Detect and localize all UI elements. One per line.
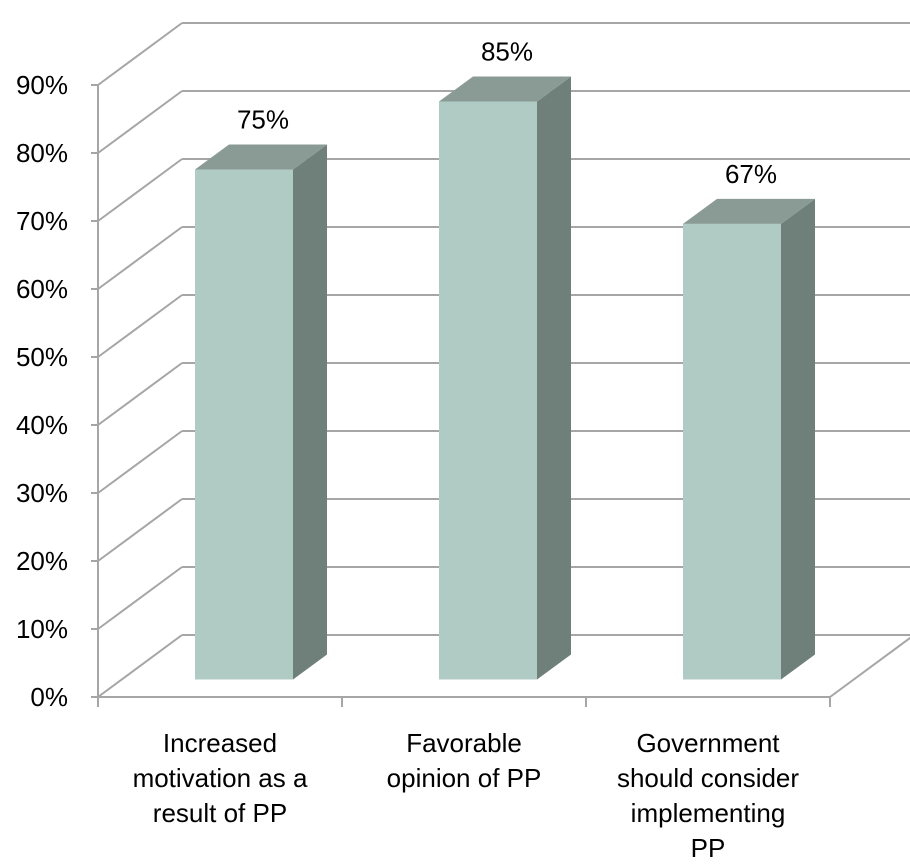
category-label-line: PP [691,833,726,863]
category-label-line: should consider [617,763,799,793]
y-tick-label: 90% [16,70,68,100]
gridline-side [97,430,183,494]
axes [91,84,910,707]
y-tick-label: 40% [16,410,68,440]
category-label-line: Increased [163,728,277,758]
data-label: 67% [725,159,777,189]
category-label-line: motivation as a [133,763,308,793]
labels: 0% 10% 20% 30% 40% 50% 60% 70% 80% 90% 75% 85% 67% In… [16,37,799,864]
y-tick-label: 60% [16,274,68,304]
bars [195,76,815,680]
bar-top [195,144,327,170]
category-label: Increased motivation as a result of PP [133,728,308,828]
category-label-line: opinion of PP [387,763,542,793]
y-tick-label: 0% [30,682,68,712]
bar [195,169,293,680]
gridline-side [97,22,183,86]
category-label-line: result of PP [153,798,287,828]
y-tick-label: 20% [16,546,68,576]
y-tick-label: 10% [16,614,68,644]
category-label-line: Government [636,728,780,758]
y-tick-label: 50% [16,342,68,372]
bar [683,223,781,680]
floor-right-edge [829,636,910,698]
data-label: 85% [481,37,533,67]
y-tick-label: 70% [16,206,68,236]
bar-side [781,198,815,680]
gridline-side [97,294,183,358]
category-label-line: Favorable [406,728,522,758]
category-label-line: implementing [631,798,786,828]
gridline-side [97,634,183,698]
gridline-side [97,226,183,290]
gridline-side [97,90,183,154]
category-label: Government should consider implementing PP [617,728,799,863]
gridline-side [97,362,183,426]
y-tick-label: 30% [16,478,68,508]
data-label: 75% [237,105,289,135]
bar-side [537,76,571,680]
bar-top [683,198,815,224]
bar-side [293,144,327,680]
bar [439,101,537,680]
gridline-side [97,566,183,630]
bar-top [439,76,571,102]
category-label: Favorable opinion of PP [387,728,542,793]
gridline-side [97,498,183,562]
y-tick-label: 80% [16,138,68,168]
gridline-side [97,158,183,222]
